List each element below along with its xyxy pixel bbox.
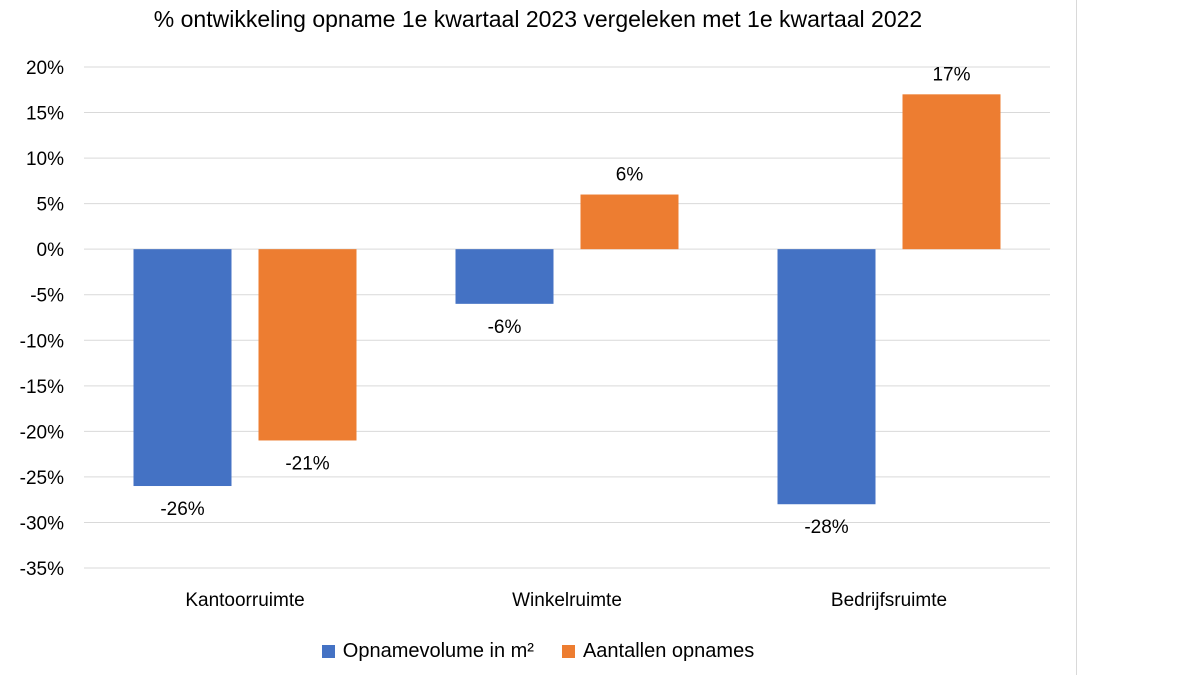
data-label: -6%: [488, 317, 522, 338]
chart-title: % ontwikkeling opname 1e kwartaal 2023 v…: [153, 6, 923, 32]
legend-item-series-1: Opnamevolume in m²: [321, 640, 534, 663]
bar-winkelruimte-series-2: [580, 194, 679, 250]
y-tick-label: 0%: [37, 240, 65, 261]
data-label: -26%: [160, 499, 204, 520]
data-label: 17%: [932, 64, 970, 85]
bar-winkelruimte-series-1: [455, 249, 554, 304]
bar-kantoorruimte-series-1: [133, 249, 232, 487]
y-tick-label: -25%: [20, 468, 64, 489]
y-tick-label: -35%: [20, 559, 64, 580]
bar-kantoorruimte-series-2: [258, 249, 357, 441]
legend-swatch-series-2: [561, 645, 575, 658]
legend-label-series-2: Aantallen opnames: [582, 640, 755, 662]
x-category-label: Kantoorruimte: [185, 590, 304, 611]
data-label: 6%: [616, 165, 644, 186]
x-category-label: Winkelruimte: [512, 590, 622, 611]
y-tick-label: -20%: [20, 422, 64, 443]
data-label: -28%: [804, 517, 848, 538]
bar-bedrijfsruimte-series-2: [902, 94, 1001, 250]
y-tick-label: 10%: [26, 149, 64, 170]
x-category-label: Bedrijfsruimte: [831, 590, 947, 611]
y-tick-label: -30%: [20, 513, 64, 534]
y-tick-label: -10%: [20, 331, 64, 352]
data-label: -21%: [285, 453, 329, 474]
y-tick-label: 15%: [26, 104, 64, 125]
y-tick-label: 20%: [26, 58, 64, 79]
y-tick-label: 5%: [37, 195, 65, 216]
y-tick-label: -5%: [30, 286, 64, 307]
y-tick-label: -15%: [20, 377, 64, 398]
bar-bedrijfsruimte-series-1: [777, 249, 876, 505]
legend-item-series-2: Aantallen opnames: [561, 640, 755, 663]
chart-border: [1076, 0, 1077, 675]
legend: Opnamevolume in m² Aantallen opnames: [0, 640, 1076, 663]
legend-swatch-series-1: [321, 645, 335, 658]
legend-label-series-1: Opnamevolume in m²: [342, 640, 534, 662]
